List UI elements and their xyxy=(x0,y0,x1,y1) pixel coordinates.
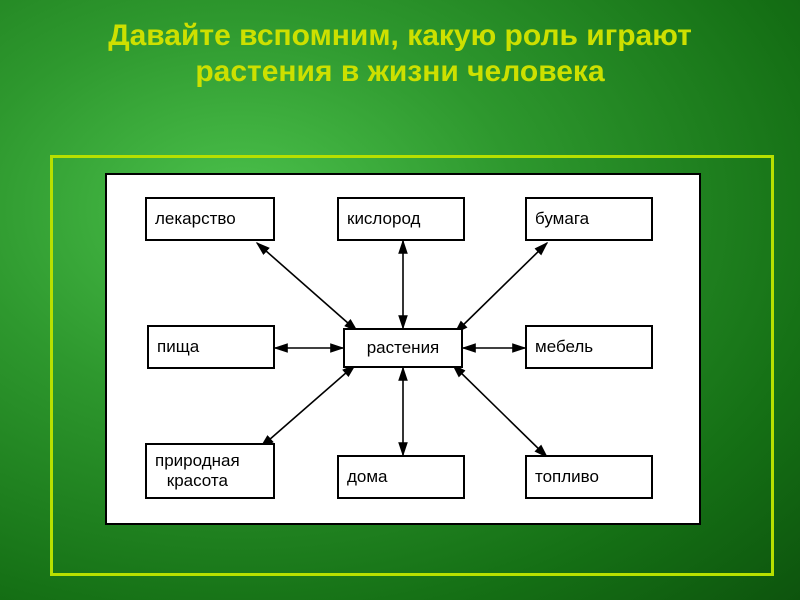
node-fuel: топливо xyxy=(525,455,653,499)
node-furn: мебель xyxy=(525,325,653,369)
node-houses: дома xyxy=(337,455,465,499)
edge-center-med xyxy=(257,243,357,331)
node-beauty: природнаякрасота xyxy=(145,443,275,499)
node-paper: бумага xyxy=(525,197,653,241)
concept-map: растения лекарство кислород бумага пища мебел… xyxy=(107,175,699,523)
node-med: лекарство xyxy=(145,197,275,241)
node-food: пища xyxy=(147,325,275,369)
slide: Давайте вспомним, какую роль играют раст… xyxy=(0,0,800,600)
edge-center-fuel xyxy=(453,365,547,457)
diagram-container: растения лекарство кислород бумага пища мебел… xyxy=(105,173,701,525)
edge-center-beauty xyxy=(261,365,355,447)
node-oxygen: кислород xyxy=(337,197,465,241)
node-center: растения xyxy=(343,328,463,368)
slide-title: Давайте вспомним, какую роль играют раст… xyxy=(40,18,760,90)
edge-center-paper xyxy=(455,243,547,333)
